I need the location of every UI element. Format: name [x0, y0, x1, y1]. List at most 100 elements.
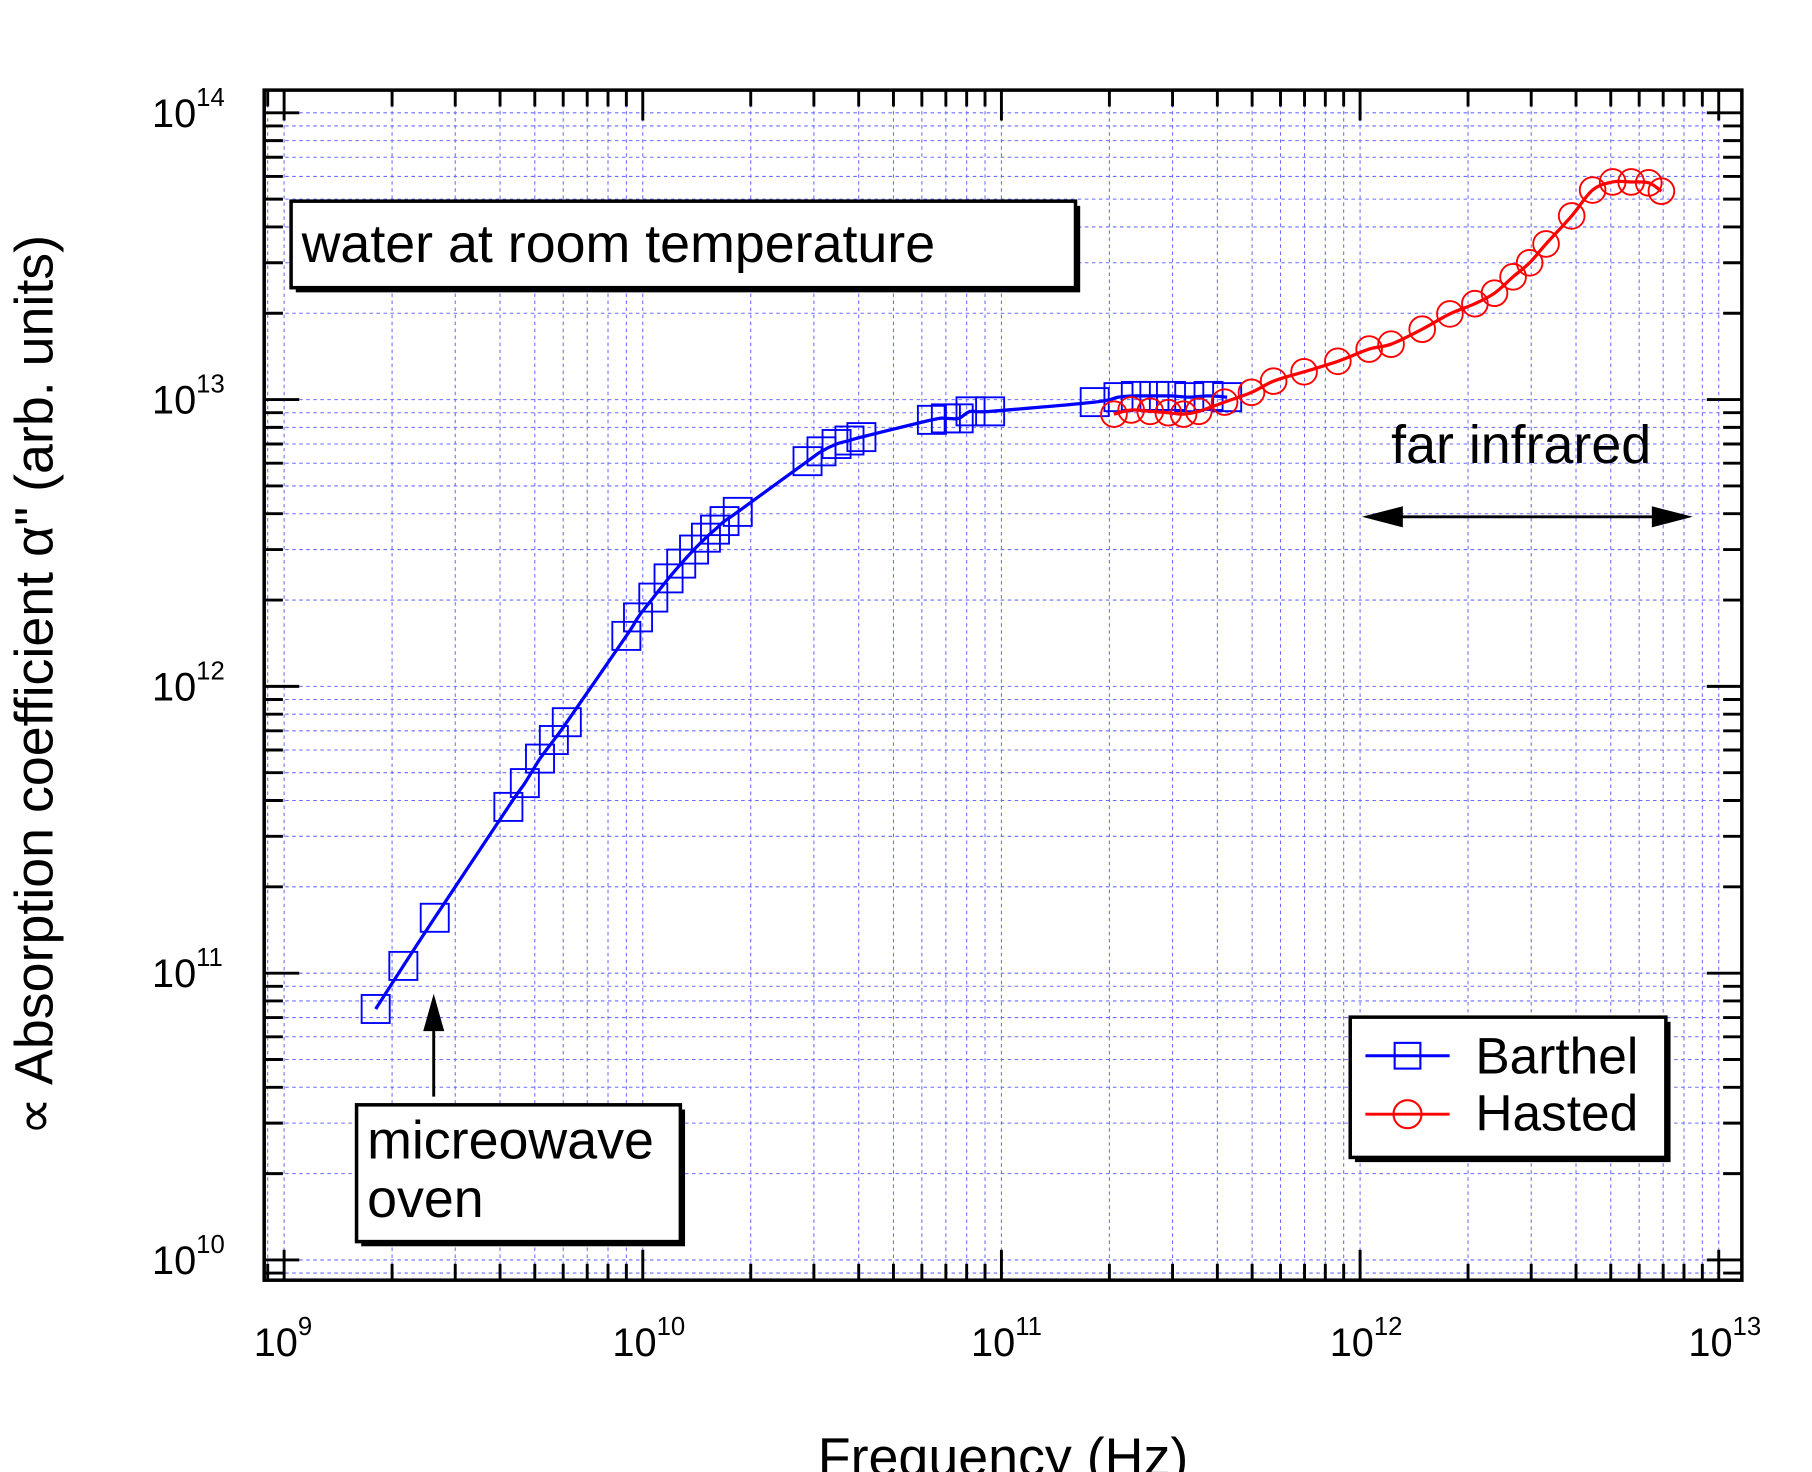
- data-point-square: [722, 496, 753, 527]
- y-tick-label: 1011: [152, 944, 223, 996]
- data-point-circle: [1355, 335, 1383, 363]
- data-point-square: [700, 514, 730, 545]
- data-point-circle: [1499, 263, 1527, 291]
- y-tick-label: 1010: [152, 1231, 225, 1283]
- far-infrared-annotation: far infrared: [1361, 415, 1693, 528]
- data-point-square: [551, 707, 582, 738]
- data-point-square: [1139, 380, 1170, 411]
- series-layer: [360, 168, 1676, 1024]
- legend-label-hasted: Hasted: [1475, 1084, 1638, 1142]
- data-point-circle: [1237, 378, 1266, 407]
- arrow-left-icon: [1361, 506, 1403, 528]
- x-tick-exponent: 11: [1015, 1313, 1042, 1341]
- title-annotation: water at room temperature: [301, 214, 936, 274]
- data-point-square: [955, 396, 986, 427]
- data-point-square: [1193, 380, 1224, 411]
- data-point-circle: [1598, 168, 1627, 196]
- y-tick-exponent: 14: [196, 84, 225, 112]
- y-tick-base: 10: [152, 952, 196, 996]
- data-point-square: [493, 791, 524, 822]
- data-point-square: [388, 950, 419, 981]
- x-tick-base: 10: [1330, 1321, 1374, 1365]
- y-tick-exponent: 13: [196, 371, 225, 399]
- title-annotation-box: water at room temperature: [289, 199, 1081, 293]
- data-point-circle: [1184, 397, 1213, 426]
- x-tick-label: 1012: [1330, 1313, 1403, 1365]
- plot-frame: [262, 88, 1744, 1282]
- arrow-up-icon: [423, 993, 445, 1032]
- x-tick-base: 10: [1688, 1321, 1732, 1365]
- y-tick-label: 1013: [152, 371, 225, 423]
- data-point-circle: [1100, 400, 1128, 428]
- axis-ticks: [264, 90, 1742, 1281]
- data-point-circle: [1515, 248, 1544, 277]
- data-point-square: [679, 534, 710, 565]
- data-point-circle: [1154, 398, 1183, 427]
- data-point-circle: [1259, 367, 1288, 395]
- y-tick-base: 10: [152, 665, 196, 709]
- y-tick-base: 10: [152, 379, 196, 423]
- data-point-square: [834, 425, 865, 456]
- microwave-annotation: micreowave oven: [354, 993, 686, 1247]
- x-tick-base: 10: [254, 1321, 298, 1365]
- data-point-circle: [1532, 230, 1560, 258]
- y-tick-label: 1012: [152, 657, 225, 709]
- data-point-square: [975, 396, 1006, 427]
- data-point-square: [538, 725, 569, 755]
- y-tick-exponent: 10: [196, 1231, 225, 1259]
- x-tick-base: 10: [612, 1321, 656, 1365]
- x-tick-exponent: 10: [657, 1313, 686, 1341]
- x-tick-label: 1013: [1688, 1313, 1761, 1365]
- x-tick-base: 10: [971, 1321, 1015, 1365]
- data-point-circle: [1117, 396, 1145, 424]
- data-point-square: [1174, 382, 1205, 413]
- data-point-circle: [1557, 202, 1586, 230]
- square-marker-icon: [1393, 1041, 1422, 1070]
- series-hasted: [1100, 168, 1676, 428]
- data-point-square: [821, 429, 852, 459]
- series-line-hasted: [1113, 179, 1663, 416]
- x-tick-exponent: 12: [1374, 1313, 1403, 1341]
- data-point-circle: [1617, 168, 1645, 196]
- data-point-circle: [1136, 397, 1165, 426]
- y-tick-exponent: 11: [196, 944, 223, 972]
- data-point-square: [846, 422, 877, 453]
- data-point-circle: [1436, 300, 1464, 328]
- series-barthel: [360, 380, 1243, 1024]
- y-axis-title: ∝ Absorption coefficient α" (arb. units): [5, 235, 65, 1135]
- microwave-label-line2: oven: [367, 1169, 484, 1229]
- legend-item-hasted: Hasted: [1365, 1084, 1638, 1142]
- data-point-square: [623, 602, 653, 633]
- y-tick-base: 10: [152, 1239, 196, 1283]
- x-tick-label: 109: [254, 1313, 313, 1365]
- circle-marker-icon: [1392, 1099, 1423, 1130]
- y-tick-exponent: 12: [196, 657, 225, 685]
- y-tick-label: 1014: [152, 84, 225, 136]
- series-line-barthel: [374, 394, 1228, 1010]
- x-axis-title: Frequency (Hz): [818, 1427, 1188, 1472]
- x-tick-exponent: 9: [298, 1313, 312, 1341]
- far-infrared-label: far infrared: [1391, 415, 1651, 475]
- grid: [264, 90, 1742, 1281]
- legend-label-barthel: Barthel: [1475, 1026, 1638, 1084]
- data-point-circle: [1480, 279, 1509, 307]
- data-point-square: [611, 620, 642, 651]
- x-tick-labels: 109 1010 1011 1012 1013: [254, 1313, 1761, 1365]
- x-tick-label: 1011: [971, 1313, 1042, 1365]
- data-point-square: [943, 403, 974, 434]
- data-point-square: [360, 994, 391, 1024]
- x-tick-label: 1010: [612, 1313, 685, 1365]
- x-tick-exponent: 13: [1733, 1313, 1762, 1341]
- data-point-square: [690, 522, 721, 553]
- data-point-square: [638, 582, 669, 613]
- legend-item-barthel: Barthel: [1365, 1026, 1638, 1084]
- data-point-square: [419, 902, 450, 933]
- legend: Barthel Hasted: [1348, 1015, 1671, 1163]
- microwave-label-line1: micreowave: [367, 1111, 654, 1171]
- data-point-circle: [1169, 400, 1198, 428]
- arrow-right-icon: [1651, 506, 1693, 528]
- y-tick-base: 10: [152, 92, 196, 136]
- data-point-circle: [1377, 330, 1405, 359]
